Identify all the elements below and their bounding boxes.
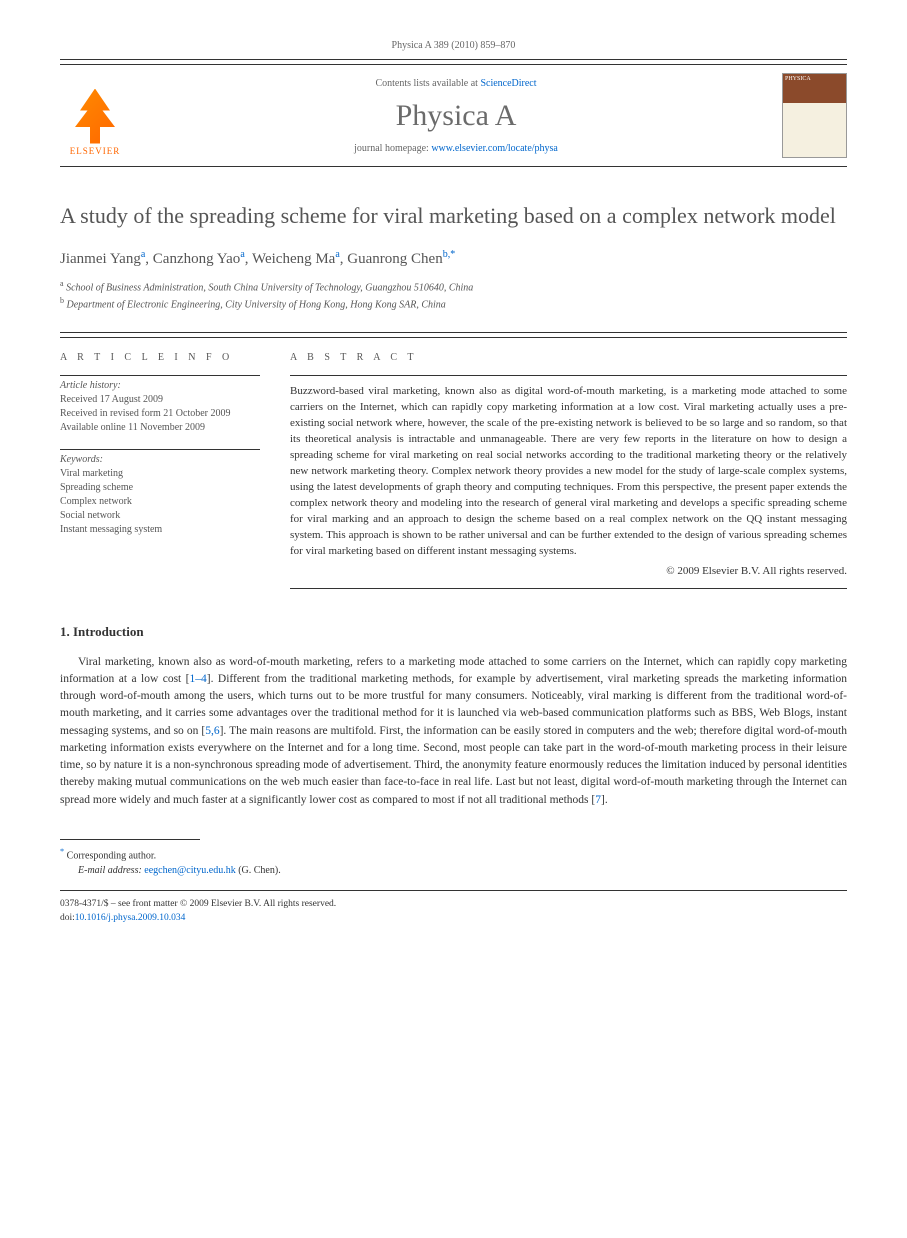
keywords-text: Viral marketing Spreading scheme Complex… <box>60 467 260 537</box>
article-history-block: Article history: Received 17 August 2009… <box>60 375 260 435</box>
homepage-prefix: journal homepage: <box>354 143 431 154</box>
body-text-segment: ]. <box>601 794 608 806</box>
journal-homepage-link[interactable]: www.elsevier.com/locate/physa <box>431 143 558 154</box>
author: Jianmei Yang <box>60 251 141 267</box>
author-affiliation-marker[interactable]: a <box>141 249 145 260</box>
section-1-heading: 1. Introduction <box>60 624 847 640</box>
email-note: E-mail address: eegchen@cityu.edu.hk (G.… <box>60 863 847 878</box>
publisher-logo: ELSEVIER <box>60 76 130 156</box>
email-suffix: (G. Chen). <box>238 865 281 876</box>
author: Weicheng Ma <box>252 251 335 267</box>
author-list: Jianmei Yanga, Canzhong Yaoa, Weicheng M… <box>60 249 847 268</box>
contents-available-line: Contents lists available at ScienceDirec… <box>140 78 772 89</box>
doi-label: doi: <box>60 913 75 923</box>
masthead-center: Contents lists available at ScienceDirec… <box>130 78 782 154</box>
author-affiliation-marker[interactable]: a <box>335 249 339 260</box>
bottom-rule <box>60 890 847 891</box>
footnote-rule <box>60 839 200 840</box>
author-affiliation-marker[interactable]: b,* <box>443 249 456 260</box>
abstract-copyright: © 2009 Elsevier B.V. All rights reserved… <box>290 564 847 580</box>
masthead: ELSEVIER Contents lists available at Sci… <box>60 64 847 167</box>
doi-link[interactable]: 10.1016/j.physa.2009.10.034 <box>75 913 186 923</box>
article-title: A study of the spreading scheme for vira… <box>60 202 847 231</box>
article-history-label: Article history: <box>60 375 260 391</box>
info-abstract-row: A R T I C L E I N F O Article history: R… <box>60 337 847 588</box>
divider <box>60 332 847 333</box>
citation-link[interactable]: 5,6 <box>205 725 219 737</box>
affiliations: a School of Business Administration, Sou… <box>60 278 847 313</box>
author: Canzhong Yao <box>153 251 241 267</box>
citation-link[interactable]: 1–4 <box>190 673 207 685</box>
affiliation-text: School of Business Administration, South… <box>66 282 473 293</box>
affiliation-a: a School of Business Administration, Sou… <box>60 278 847 295</box>
contents-prefix: Contents lists available at <box>375 78 480 89</box>
journal-homepage-line: journal homepage: www.elsevier.com/locat… <box>140 143 772 154</box>
keywords-label: Keywords: <box>60 449 260 465</box>
sciencedirect-link[interactable]: ScienceDirect <box>480 78 536 89</box>
keywords-block: Keywords: Viral marketing Spreading sche… <box>60 449 260 537</box>
article-info-column: A R T I C L E I N F O Article history: R… <box>60 338 260 588</box>
publisher-name: ELSEVIER <box>70 146 121 156</box>
cover-label: PHYSICA <box>783 74 846 103</box>
article-info-heading: A R T I C L E I N F O <box>60 352 260 363</box>
author: Guanrong Chen <box>347 251 442 267</box>
footnotes: * Corresponding author. E-mail address: … <box>60 846 847 878</box>
abstract-text: Buzzword-based viral marketing, known al… <box>290 385 847 556</box>
running-header: Physica A 389 (2010) 859–870 <box>60 40 847 51</box>
affiliation-text: Department of Electronic Engineering, Ci… <box>67 299 446 310</box>
abstract-column: A B S T R A C T Buzzword-based viral mar… <box>290 338 847 588</box>
journal-name: Physica A <box>140 99 772 133</box>
doi-line: doi:10.1016/j.physa.2009.10.034 <box>60 911 847 925</box>
bottom-info: 0378-4371/$ – see front matter © 2009 El… <box>60 897 847 926</box>
journal-cover-thumbnail: PHYSICA <box>782 73 847 158</box>
corresponding-author-note: * Corresponding author. <box>60 846 847 863</box>
corresponding-email-link[interactable]: eegchen@cityu.edu.hk <box>144 865 235 876</box>
abstract-heading: A B S T R A C T <box>290 352 847 363</box>
intro-paragraph-1: Viral marketing, known also as word-of-m… <box>60 654 847 809</box>
issn-copyright-line: 0378-4371/$ – see front matter © 2009 El… <box>60 897 847 911</box>
corresponding-label: Corresponding author. <box>67 850 156 861</box>
email-label: E-mail address: <box>78 865 142 876</box>
author-affiliation-marker[interactable]: a <box>240 249 244 260</box>
article-history-text: Received 17 August 2009 Received in revi… <box>60 393 260 435</box>
abstract-body: Buzzword-based viral marketing, known al… <box>290 375 847 588</box>
elsevier-tree-icon <box>70 89 120 144</box>
affiliation-b: b Department of Electronic Engineering, … <box>60 295 847 312</box>
top-rule <box>60 59 847 60</box>
